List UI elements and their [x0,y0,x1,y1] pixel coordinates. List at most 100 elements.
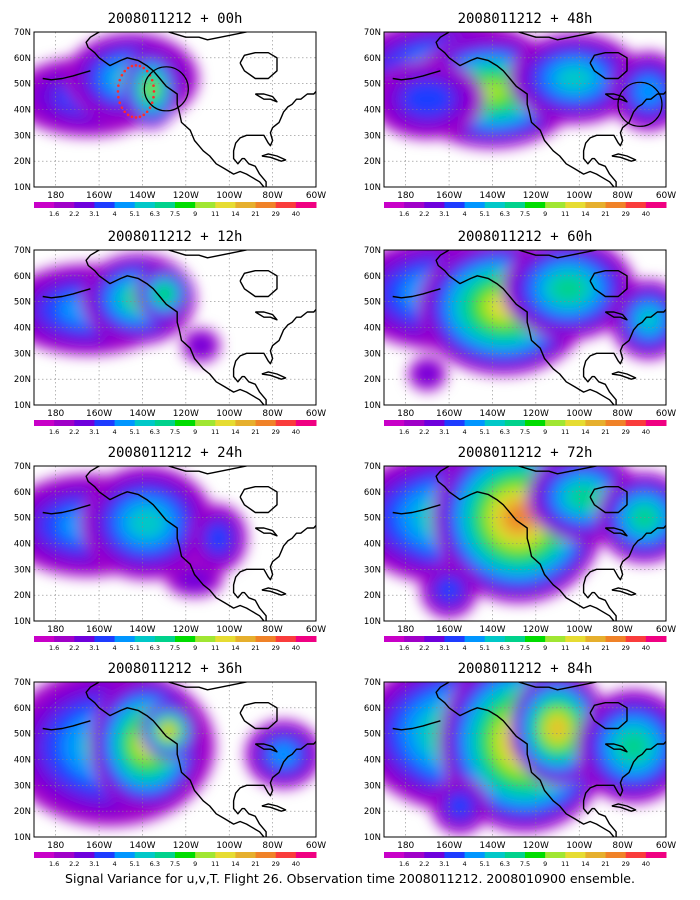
colorbar-label: 1.6 [49,644,59,652]
colorbar-swatch [444,202,466,208]
colorbar-label: 29 [622,210,630,218]
lon-tick-label: 140W [479,409,505,419]
lat-tick-label: 20N [364,807,381,817]
map-panel: 2008011212 + 84h 70N 60N 50N 40N 30N 20N 10N 180… [364,661,676,868]
lat-tick-label: 40N [364,106,381,116]
map-frame [383,465,667,622]
colorbar-swatch [545,852,566,858]
lat-tick-label: 20N [364,375,381,385]
colorbar-label: 21 [601,210,609,218]
colorbar-label: 40 [292,210,300,218]
colorbar-swatch [114,636,136,642]
colorbar-swatch [134,636,156,642]
colorbar-label: 3.1 [439,428,449,436]
colorbar-swatch [54,202,75,208]
variance-field [384,32,666,187]
colorbar-swatch [195,636,216,642]
colorbar-swatch [504,202,526,208]
colorbar-swatch [235,636,257,642]
colorbar-swatch [545,636,566,642]
colorbar-swatch [215,420,236,426]
lat-tick-label: 10N [364,183,381,193]
lon-tick-label: 140W [479,841,505,851]
variance-field [34,250,316,405]
lat-tick-label: 20N [14,157,31,167]
coastline [392,250,666,405]
colorbar-swatch [295,636,317,642]
colorbar-label: 11 [211,428,219,436]
lon-tick-label: 60W [306,841,326,851]
lon-tick-label: 120W [523,625,549,635]
colorbar-label: 29 [622,644,630,652]
lat-tick-label: 50N [364,80,381,90]
colorbar-label: 40 [642,428,650,436]
colorbar-label: 3.1 [89,644,99,652]
lat-tick-label: 40N [364,324,381,334]
colorbar-label: 21 [251,428,259,436]
graticule [384,32,666,187]
colorbar-label: 4 [113,644,117,652]
colorbar-swatch [545,420,566,426]
colorbar-label: 4 [113,210,117,218]
colorbar-label: 7.5 [170,644,180,652]
colorbar-swatch [215,636,236,642]
colorbar-swatch [444,420,466,426]
colorbar-swatch [565,202,586,208]
colorbar: 1.6 2.2 3.1 4 5.1 6.3 7.5 9 11 14 21 29 40 [34,636,317,652]
lat-tick-label: 70N [14,462,31,472]
colorbar-label: 7.5 [520,860,530,868]
colorbar-swatch [275,636,297,642]
colorbar-swatch [54,636,75,642]
colorbar-swatch [565,636,586,642]
coastline [392,32,666,187]
variance-contour [158,287,171,300]
colorbar-swatch [625,202,647,208]
map-frame [33,681,317,838]
colorbar-label: 2.2 [419,210,429,218]
lat-tick-label: 70N [14,246,31,256]
lon-tick-label: 140W [129,409,155,419]
colorbar-swatch [384,202,405,208]
map-frame [383,681,667,838]
variance-contour [552,276,585,302]
lon-tick-label: 100W [566,841,592,851]
lat-tick-label: 40N [364,756,381,766]
map-frame [383,31,667,188]
lat-tick-label: 60N [364,704,381,714]
lon-tick-label: 180 [47,625,64,635]
colorbar-label: 11 [561,428,569,436]
lat-tick-label: 40N [14,324,31,334]
colorbar-label: 3.1 [439,644,449,652]
colorbar-label: 11 [561,644,569,652]
colorbar-label: 6.3 [150,428,160,436]
colorbar-label: 2.2 [69,644,79,652]
variance-field [384,682,666,837]
colorbar-label: 3.1 [439,860,449,868]
lat-tick-label: 10N [14,833,31,843]
colorbar-label: 29 [272,428,280,436]
graticule [384,682,666,837]
colorbar-swatch [605,420,627,426]
colorbar-label: 4 [463,644,467,652]
lon-tick-label: 60W [306,625,326,635]
colorbar: 1.6 2.2 3.1 4 5.1 6.3 7.5 9 11 14 21 29 40 [34,420,317,436]
colorbar-label: 11 [211,210,219,218]
colorbar-label: 21 [601,860,609,868]
colorbar-swatch [464,636,486,642]
colorbar-swatch [645,202,667,208]
variance-contour [619,732,648,761]
colorbar-swatch [154,202,176,208]
colorbar-swatch [295,202,317,208]
colorbar-label: 9 [543,860,547,868]
lat-tick-label: 70N [364,462,381,472]
map-frame [33,249,317,406]
lat-tick-label: 20N [364,591,381,601]
colorbar-swatch [255,420,277,426]
colorbar-swatch [404,202,425,208]
colorbar-label: 21 [251,860,259,868]
colorbar: 1.6 2.2 3.1 4 5.1 6.3 7.5 9 11 14 21 29 40 [384,852,667,868]
lon-tick-label: 80W [612,625,632,635]
colorbar-label: 9 [193,210,197,218]
colorbar-swatch [384,636,405,642]
colorbar-label: 7.5 [170,860,180,868]
